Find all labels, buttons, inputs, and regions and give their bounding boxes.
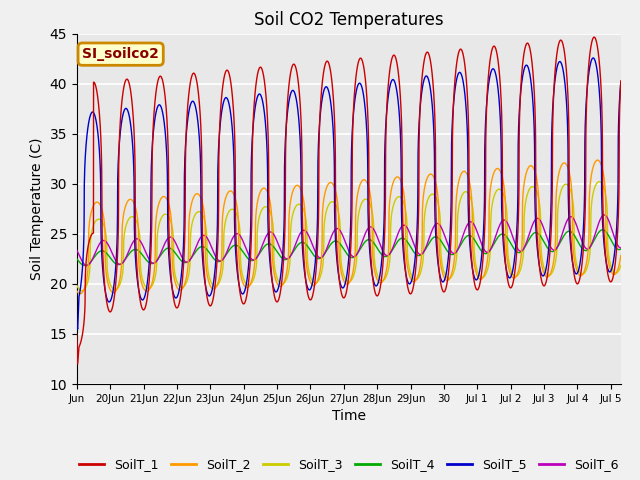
SoilT_4 bbox=[598, 227, 606, 233]
SoilT_2 bbox=[617, 252, 625, 258]
SoilT_1 bbox=[281, 231, 289, 237]
SoilT_4 bbox=[617, 246, 625, 252]
Line: SoilT_1: SoilT_1 bbox=[77, 37, 621, 364]
SoilT_3 bbox=[78, 288, 86, 294]
SoilT_6 bbox=[281, 255, 289, 261]
SoilT_3 bbox=[595, 179, 603, 184]
SoilT_5 bbox=[427, 88, 435, 94]
SoilT_2 bbox=[520, 180, 528, 186]
SoilT_6 bbox=[600, 212, 608, 218]
SoilT_2 bbox=[281, 277, 289, 283]
Line: SoilT_6: SoilT_6 bbox=[77, 215, 621, 265]
SoilT_3 bbox=[281, 279, 289, 285]
SoilT_2 bbox=[479, 275, 486, 281]
SoilT_1 bbox=[74, 361, 81, 367]
SoilT_1 bbox=[73, 331, 81, 337]
SoilT_1 bbox=[399, 232, 407, 238]
SoilT_5 bbox=[281, 154, 289, 160]
SoilT_4 bbox=[172, 251, 180, 256]
SoilT_5 bbox=[74, 326, 81, 332]
SoilT_6 bbox=[520, 245, 528, 251]
SoilT_5 bbox=[399, 247, 407, 252]
SoilT_3 bbox=[427, 192, 435, 198]
SoilT_3 bbox=[617, 263, 625, 268]
SoilT_5 bbox=[589, 55, 597, 61]
SoilT_4 bbox=[281, 257, 289, 263]
SoilT_6 bbox=[479, 244, 486, 250]
SoilT_2 bbox=[594, 157, 602, 163]
Line: SoilT_5: SoilT_5 bbox=[77, 58, 621, 329]
SoilT_2 bbox=[399, 186, 407, 192]
SoilT_6 bbox=[83, 263, 90, 268]
Title: Soil CO2 Temperatures: Soil CO2 Temperatures bbox=[254, 11, 444, 29]
SoilT_4 bbox=[479, 250, 486, 255]
SoilT_5 bbox=[520, 66, 528, 72]
X-axis label: Time: Time bbox=[332, 409, 366, 423]
SoilT_6 bbox=[617, 245, 625, 251]
SoilT_2 bbox=[172, 281, 180, 287]
SoilT_2 bbox=[73, 288, 81, 294]
SoilT_6 bbox=[73, 247, 81, 253]
SoilT_5 bbox=[479, 240, 486, 245]
SoilT_5 bbox=[73, 321, 81, 327]
SoilT_1 bbox=[617, 78, 625, 84]
Y-axis label: Soil Temperature (C): Soil Temperature (C) bbox=[30, 138, 44, 280]
SoilT_1 bbox=[427, 60, 435, 65]
SoilT_2 bbox=[76, 291, 84, 297]
SoilT_2 bbox=[427, 171, 435, 177]
SoilT_3 bbox=[172, 275, 180, 280]
SoilT_6 bbox=[172, 240, 180, 246]
Line: SoilT_3: SoilT_3 bbox=[77, 181, 621, 291]
SoilT_1 bbox=[479, 258, 486, 264]
SoilT_3 bbox=[399, 198, 407, 204]
Line: SoilT_4: SoilT_4 bbox=[77, 230, 621, 265]
SoilT_4 bbox=[427, 238, 435, 243]
Line: SoilT_2: SoilT_2 bbox=[77, 160, 621, 294]
SoilT_5 bbox=[617, 80, 625, 85]
SoilT_1 bbox=[172, 304, 180, 310]
SoilT_3 bbox=[479, 275, 486, 280]
SoilT_4 bbox=[520, 245, 528, 251]
SoilT_4 bbox=[73, 256, 81, 262]
SoilT_5 bbox=[172, 295, 180, 301]
SoilT_3 bbox=[520, 215, 528, 221]
Text: SI_soilco2: SI_soilco2 bbox=[82, 47, 159, 61]
SoilT_4 bbox=[81, 263, 89, 268]
SoilT_1 bbox=[590, 34, 598, 40]
SoilT_4 bbox=[399, 235, 407, 241]
SoilT_6 bbox=[399, 222, 407, 228]
SoilT_3 bbox=[73, 282, 81, 288]
SoilT_6 bbox=[427, 231, 435, 237]
Legend: SoilT_1, SoilT_2, SoilT_3, SoilT_4, SoilT_5, SoilT_6: SoilT_1, SoilT_2, SoilT_3, SoilT_4, Soil… bbox=[74, 453, 623, 476]
SoilT_1 bbox=[520, 49, 528, 55]
